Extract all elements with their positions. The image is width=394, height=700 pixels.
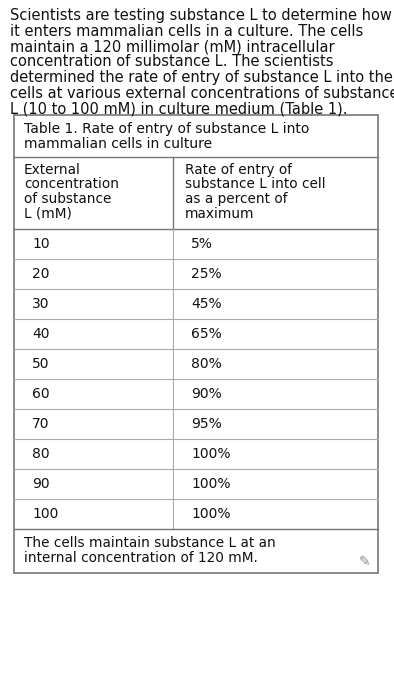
Text: determined the rate of entry of substance L into the: determined the rate of entry of substanc… [10, 70, 393, 85]
Text: 100%: 100% [191, 477, 230, 491]
Text: The cells maintain substance L at an: The cells maintain substance L at an [24, 536, 276, 550]
Text: 45%: 45% [191, 297, 221, 311]
Text: of substance: of substance [24, 192, 112, 206]
Text: ✎: ✎ [359, 555, 370, 569]
Text: 65%: 65% [191, 327, 222, 341]
Text: as a percent of: as a percent of [185, 192, 288, 206]
Text: External: External [24, 163, 81, 177]
Text: substance L into cell: substance L into cell [185, 178, 325, 192]
Text: 60: 60 [32, 387, 50, 401]
Text: L (10 to 100 mM) in culture medium (Table 1).: L (10 to 100 mM) in culture medium (Tabl… [10, 101, 348, 116]
Text: mammalian cells in culture: mammalian cells in culture [24, 137, 212, 151]
Text: 40: 40 [32, 327, 50, 341]
Bar [14, 115, 378, 573]
Text: maintain a 120 millimolar (mM) intracellular: maintain a 120 millimolar (mM) intracell… [10, 39, 335, 54]
Text: 100%: 100% [191, 447, 230, 461]
Text: 90%: 90% [191, 387, 222, 401]
Text: 90: 90 [32, 477, 50, 491]
Text: 80: 80 [32, 447, 50, 461]
Text: L (mM): L (mM) [24, 206, 72, 220]
Text: Rate of entry of: Rate of entry of [185, 163, 292, 177]
Text: 25%: 25% [191, 267, 221, 281]
Text: 5%: 5% [191, 237, 213, 251]
Text: Scientists are testing substance L to determine how: Scientists are testing substance L to de… [10, 8, 392, 23]
Text: 95%: 95% [191, 417, 222, 431]
Text: maximum: maximum [185, 206, 255, 220]
Text: concentration: concentration [24, 178, 119, 192]
Text: 100: 100 [32, 507, 58, 521]
Text: Table 1. Rate of entry of substance L into: Table 1. Rate of entry of substance L in… [24, 122, 309, 136]
Text: 30: 30 [32, 297, 50, 311]
Text: 20: 20 [32, 267, 50, 281]
Text: 80%: 80% [191, 357, 222, 371]
Text: 50: 50 [32, 357, 50, 371]
Text: it enters mammalian cells in a culture. The cells: it enters mammalian cells in a culture. … [10, 24, 363, 38]
Text: 100%: 100% [191, 507, 230, 521]
Text: 10: 10 [32, 237, 50, 251]
Text: internal concentration of 120 mM.: internal concentration of 120 mM. [24, 551, 258, 565]
Text: 70: 70 [32, 417, 50, 431]
Text: cells at various external concentrations of substance: cells at various external concentrations… [10, 85, 394, 101]
Text: concentration of substance L. The scientists: concentration of substance L. The scient… [10, 55, 333, 69]
